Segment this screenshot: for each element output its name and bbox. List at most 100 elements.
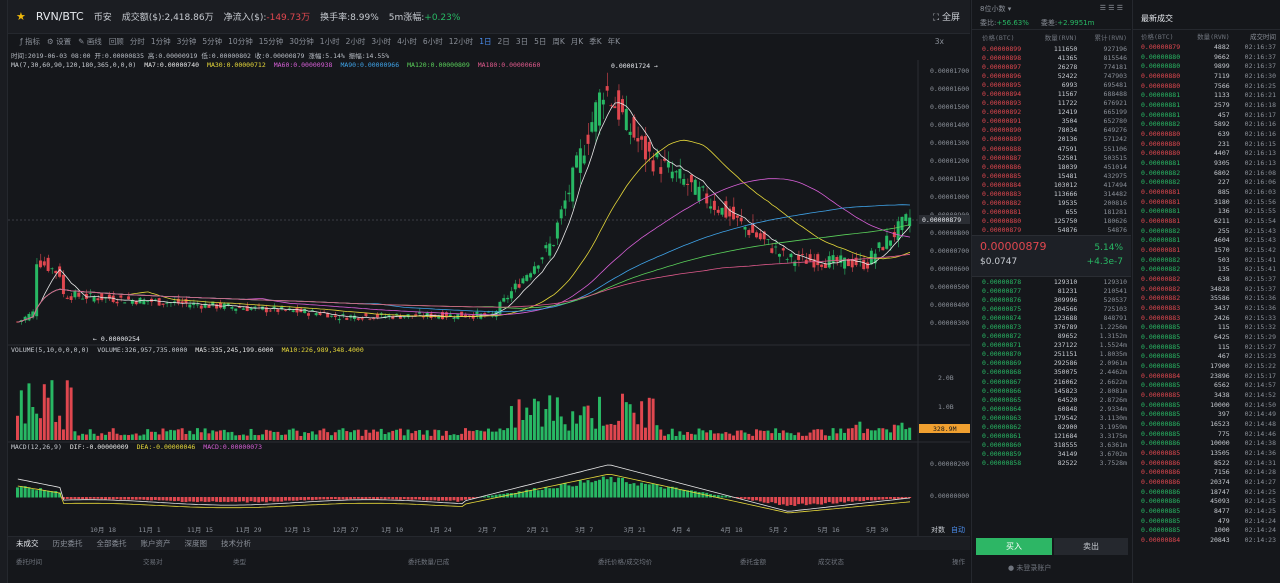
timeframe-11[interactable]: 4小时 xyxy=(397,37,417,46)
asks-row[interactable]: 0.00000893 11722 676921 xyxy=(972,99,1131,108)
precision-select[interactable]: 8位小数 ▾ xyxy=(980,5,1012,13)
order-tab-3[interactable]: 账户资产 xyxy=(140,539,171,548)
timeframe-9[interactable]: 2小时 xyxy=(345,37,366,46)
asks-row[interactable]: 0.00000897 26278 774181 xyxy=(972,62,1131,71)
volume-params[interactable]: VOLUME(5,10,0,0,0,0) xyxy=(11,346,90,354)
candle xyxy=(666,161,670,168)
zoom-label[interactable]: 3x xyxy=(934,37,944,46)
timeframe-19[interactable]: 月K xyxy=(570,37,584,46)
timeframe-12[interactable]: 6小时 xyxy=(422,37,443,46)
sell-button[interactable]: 卖出 xyxy=(1054,538,1128,555)
volume-bar xyxy=(862,433,866,440)
timeframe-20[interactable]: 季K xyxy=(589,37,602,46)
bids-row[interactable]: 0.00000866 145823 2.8081m xyxy=(972,386,1131,395)
draw-button[interactable]: ✎ 画线 xyxy=(78,37,102,46)
bids-row[interactable]: 0.00000877 81231 210541 xyxy=(972,286,1131,295)
order-tab-5[interactable]: 技术分析 xyxy=(221,539,251,548)
bids-row[interactable]: 0.00000872 89652 1.3152m xyxy=(972,332,1131,341)
timeframe-4[interactable]: 5分钟 xyxy=(202,37,223,46)
timeframe-15[interactable]: 2日 xyxy=(497,37,510,46)
asks-row[interactable]: 0.00000884 103012 417494 xyxy=(972,180,1131,189)
asks-amount: 15481 xyxy=(1057,171,1078,180)
date-tick: 1月 10 xyxy=(381,526,403,534)
timeframe-17[interactable]: 5日 xyxy=(534,37,547,46)
timeframe-0[interactable]: 回顾 xyxy=(108,37,124,46)
asks-row[interactable]: 0.00000889 20136 571242 xyxy=(972,135,1131,144)
bids-row[interactable]: 0.00000869 292586 2.0961m xyxy=(972,359,1131,368)
trade-price: 0.00000881 xyxy=(1141,236,1181,245)
bids-row[interactable]: 0.00000870 251151 1.8035m xyxy=(972,350,1131,359)
ma-params[interactable]: MA(7,30,60,90,120,180,365,0,0,0) xyxy=(11,61,137,69)
bids-row[interactable]: 0.00000873 376789 1.2256m xyxy=(972,322,1131,331)
macd-bar xyxy=(571,486,575,498)
bids-row[interactable]: 0.00000862 82900 3.1959m xyxy=(972,422,1131,431)
asks-row[interactable]: 0.00000894 11567 688488 xyxy=(972,89,1131,98)
asks-row[interactable]: 0.00000886 18039 451014 xyxy=(972,162,1131,171)
candle xyxy=(697,186,701,201)
bids-row[interactable]: 0.00000861 121684 3.3175m xyxy=(972,432,1131,441)
asks-row[interactable]: 0.00000879 54876 54876 xyxy=(972,226,1131,235)
bids-row[interactable]: 0.00000876 309996 520537 xyxy=(972,295,1131,304)
bids-row[interactable]: 0.00000871 237122 1.5524m xyxy=(972,341,1131,350)
fullscreen-button[interactable]: ⛶ 全屏 xyxy=(932,13,960,23)
timeframe-16[interactable]: 3日 xyxy=(515,37,529,46)
bids-row[interactable]: 0.00000868 350075 2.4462m xyxy=(972,368,1131,377)
bids-row[interactable]: 0.00000859 34149 3.6702m xyxy=(972,450,1131,459)
bids-row[interactable]: 0.00000878 129310 129310 xyxy=(972,277,1131,286)
timeframe-1[interactable]: 分时 xyxy=(129,37,145,46)
favorite-star-icon[interactable]: ★ xyxy=(16,10,26,23)
bids-row[interactable]: 0.00000865 64520 2.8726m xyxy=(972,395,1131,404)
bids-row[interactable]: 0.00000875 204566 725103 xyxy=(972,304,1131,313)
asks-row[interactable]: 0.00000899 111650 927196 xyxy=(972,44,1131,53)
timeframe-7[interactable]: 30分钟 xyxy=(289,37,314,46)
bids-row[interactable]: 0.00000860 318555 3.6361m xyxy=(972,441,1131,450)
asks-row[interactable]: 0.00000890 78034 649276 xyxy=(972,126,1131,135)
timeframe-2[interactable]: 1分钟 xyxy=(150,37,171,46)
bids-row[interactable]: 0.00000874 123688 848791 xyxy=(972,313,1131,322)
log-scale-toggle[interactable]: 对数 xyxy=(931,526,945,534)
indicator-button[interactable]: ƒ 指标 xyxy=(20,37,41,46)
macd-params[interactable]: MACD(12,26,9) xyxy=(11,443,62,451)
order-tab-1[interactable]: 历史委托 xyxy=(52,539,83,548)
bids-row[interactable]: 0.00000864 60848 2.9334m xyxy=(972,404,1131,413)
login-hint[interactable]: ● 未登录账户 xyxy=(1008,564,1052,572)
timeframe-14[interactable]: 1日 xyxy=(479,37,492,46)
asks-row[interactable]: 0.00000885 15481 432975 xyxy=(972,171,1131,180)
order-tab-4[interactable]: 深度图 xyxy=(184,539,208,548)
trade-time: 02:16:37 xyxy=(1244,52,1276,61)
layout-icons[interactable]: ☰ ☰ ☰ xyxy=(1099,4,1123,12)
timeframe-10[interactable]: 3小时 xyxy=(371,37,392,46)
asks-row[interactable]: 0.00000898 41365 815546 xyxy=(972,53,1131,62)
asks-row[interactable]: 0.00000896 52422 747903 xyxy=(972,71,1131,80)
trade-row: 0.00000881 6211 02:15:54 xyxy=(1133,216,1280,226)
bids-row[interactable]: 0.00000858 82522 3.7528m xyxy=(972,459,1131,468)
asks-row[interactable]: 0.00000892 12419 665199 xyxy=(972,108,1131,117)
asks-row[interactable]: 0.00000880 125750 180626 xyxy=(972,217,1131,226)
asks-row[interactable]: 0.00000882 19535 200816 xyxy=(972,199,1131,208)
bids-row[interactable]: 0.00000863 179542 3.1130m xyxy=(972,413,1131,422)
order-tab-0[interactable]: 未成交 xyxy=(16,539,39,548)
timeframe-21[interactable]: 年K xyxy=(607,37,621,46)
timeframe-13[interactable]: 12小时 xyxy=(448,37,474,46)
candle xyxy=(755,232,758,238)
asks-row[interactable]: 0.00000883 113666 314482 xyxy=(972,190,1131,199)
asks-row[interactable]: 0.00000881 655 181281 xyxy=(972,208,1131,217)
timeframe-6[interactable]: 15分钟 xyxy=(258,37,284,46)
auto-scale-toggle[interactable]: 自动 xyxy=(951,526,965,534)
order-tab-2[interactable]: 全部委托 xyxy=(96,539,127,548)
bids-row[interactable]: 0.00000867 216062 2.6622m xyxy=(972,377,1131,386)
asks-row[interactable]: 0.00000888 47591 551106 xyxy=(972,144,1131,153)
timeframe-3[interactable]: 3分钟 xyxy=(176,37,197,46)
kline-chart[interactable]: 0.00001700 0.00001600 0.00001500 0.00001400… xyxy=(8,60,970,536)
buy-button[interactable]: 买入 xyxy=(976,538,1052,555)
macd-bar xyxy=(544,486,548,498)
asks-row[interactable]: 0.00000887 52501 503515 xyxy=(972,153,1131,162)
candle xyxy=(142,299,146,305)
settings-button[interactable]: ⚙ 设置 xyxy=(47,37,72,46)
timeframe-5[interactable]: 10分钟 xyxy=(228,37,253,46)
macd-bar xyxy=(310,497,314,501)
asks-row[interactable]: 0.00000895 6993 695481 xyxy=(972,80,1131,89)
timeframe-18[interactable]: 周K xyxy=(552,37,565,46)
timeframe-8[interactable]: 1小时 xyxy=(319,37,340,46)
asks-row[interactable]: 0.00000891 3504 652780 xyxy=(972,117,1131,126)
